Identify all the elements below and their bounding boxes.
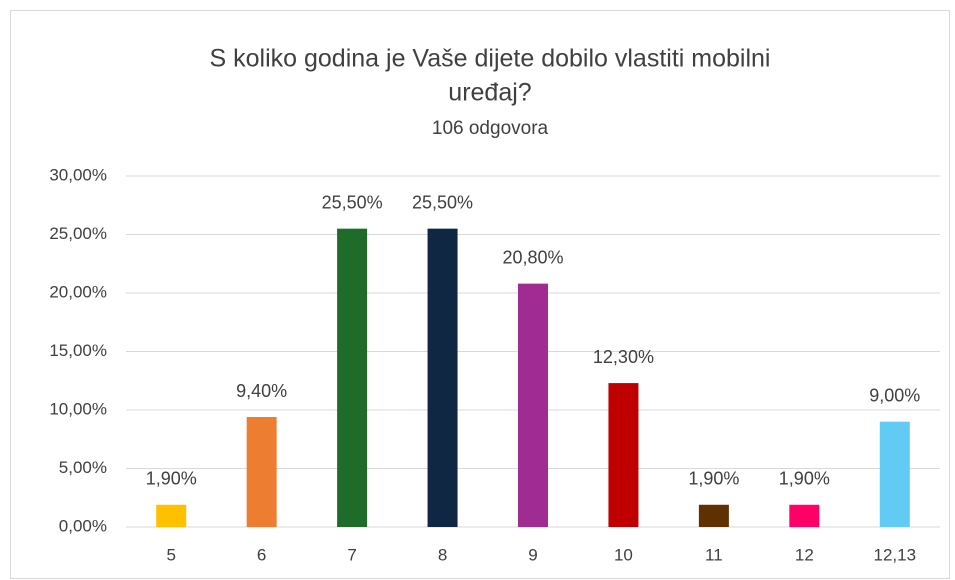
y-tick-label: 0,00%: [59, 516, 107, 535]
x-tick-label: 11: [705, 545, 723, 564]
data-label: 12,30%: [593, 347, 654, 367]
data-label: 25,50%: [322, 192, 383, 212]
data-label: 9,40%: [236, 381, 287, 401]
y-tick-label: 20,00%: [49, 282, 107, 301]
x-tick-label: 12: [795, 545, 814, 564]
chart-title: S koliko godina je Vaše dijete dobilo vl…: [210, 45, 771, 73]
x-tick-label: 6: [257, 545, 266, 564]
bar: [337, 228, 368, 527]
bar: [156, 504, 187, 527]
data-label: 9,00%: [869, 385, 920, 405]
x-tick-label: 10: [614, 545, 633, 564]
bar: [246, 417, 277, 527]
data-label: 25,50%: [412, 192, 473, 212]
y-tick-label: 5,00%: [59, 458, 107, 477]
data-label: 20,80%: [502, 247, 563, 267]
bar: [698, 504, 729, 527]
data-label: 1,90%: [688, 469, 739, 489]
bar: [789, 504, 820, 527]
chart-frame: [10, 10, 950, 579]
chart-title: uređaj?: [448, 79, 531, 107]
x-tick-label: 5: [166, 545, 175, 564]
bar: [879, 421, 910, 527]
y-tick-label: 30,00%: [49, 165, 107, 184]
data-label: 1,90%: [779, 469, 830, 489]
x-tick-label: 12,13: [874, 545, 917, 564]
x-tick-label: 9: [528, 545, 537, 564]
x-tick-label: 8: [438, 545, 447, 564]
y-tick-label: 15,00%: [49, 341, 107, 360]
x-tick-label: 7: [347, 545, 356, 564]
bar: [427, 228, 458, 527]
chart-subtitle: 106 odgovora: [432, 118, 549, 139]
data-label: 1,90%: [146, 469, 197, 489]
bar: [608, 383, 639, 527]
bar: [518, 283, 548, 527]
y-tick-label: 10,00%: [49, 399, 107, 418]
y-tick-label: 25,00%: [49, 224, 107, 243]
